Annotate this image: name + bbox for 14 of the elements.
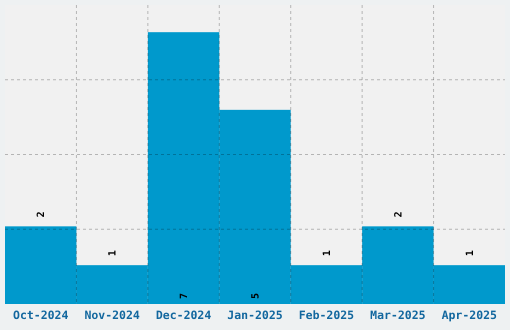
x-tick-label: Dec-2024 (156, 308, 212, 322)
x-tick-label: Nov-2024 (84, 308, 140, 322)
data-label: 1 (464, 250, 476, 256)
data-label: 1 (108, 250, 119, 256)
data-label: 2 (36, 211, 48, 218)
x-tick-label: Mar-2025 (370, 308, 426, 322)
x-tick-label: Apr-2025 (442, 308, 498, 322)
x-tick-label: Oct-2024 (13, 308, 68, 322)
data-label: 5 (250, 292, 262, 300)
data-label: 7 (179, 292, 190, 300)
data-label: 1 (322, 250, 333, 256)
data-label: 2 (393, 211, 404, 218)
x-tick-label: Jan-2025 (227, 308, 283, 322)
x-tick-label: Feb-2025 (298, 308, 354, 322)
